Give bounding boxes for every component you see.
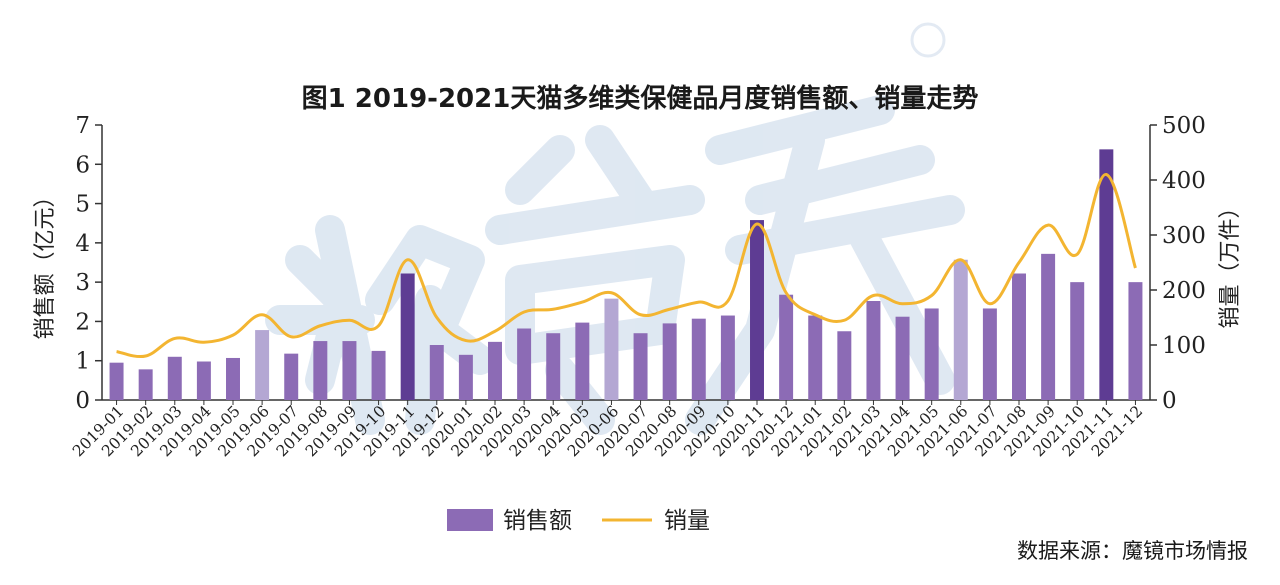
bar: [371, 350, 386, 400]
y2-tick-label: 100: [1162, 333, 1206, 359]
y2-tick-label: 500: [1162, 113, 1206, 139]
bar: [837, 331, 852, 400]
y2-tick-label: 300: [1162, 223, 1206, 249]
bar: [808, 315, 823, 400]
legend-swatch-bar: [447, 509, 493, 531]
bar: [1099, 149, 1114, 400]
legend-label-bar: 销售额: [503, 508, 572, 534]
bar: [400, 273, 415, 400]
y-tick-label: 5: [75, 192, 90, 218]
bar: [226, 357, 240, 400]
y-tick-label: 1: [75, 349, 90, 375]
bar: [517, 328, 532, 400]
bar: [546, 333, 561, 400]
bar: [429, 345, 444, 400]
bar: [488, 341, 502, 400]
bar: [604, 298, 619, 400]
bar: [750, 220, 764, 400]
bar: [575, 322, 590, 400]
bar: [924, 308, 939, 400]
bar: [342, 341, 357, 400]
bar: [196, 361, 211, 400]
bar: [167, 356, 182, 400]
bar: [953, 259, 968, 400]
y2-tick-label: 400: [1162, 168, 1206, 194]
bar: [284, 353, 299, 400]
y-axis-title: 销售额（亿元）: [33, 185, 58, 339]
bar: [1012, 273, 1026, 400]
bar: [458, 354, 473, 400]
bar: [895, 316, 910, 400]
legend-label-line: 销量: [664, 508, 710, 534]
y2-axis-title: 销量（万件）: [1218, 196, 1243, 328]
bar: [313, 341, 328, 400]
y2-tick-label: 200: [1162, 278, 1206, 304]
bar: [720, 315, 735, 400]
bar: [1070, 282, 1085, 400]
series-line-sales-volume: [116, 172, 1137, 359]
bar: [109, 362, 124, 400]
y-tick-label: 4: [75, 231, 90, 257]
bar: [255, 330, 270, 400]
chart-title: 图1 2019-2021天猫多维类保健品月度销售额、销量走势: [301, 84, 979, 114]
bar: [1128, 282, 1143, 400]
source-note: 数据来源：魔镜市场情报: [1017, 539, 1248, 563]
y2-tick-label: 0: [1162, 388, 1177, 414]
bar: [691, 318, 706, 400]
y-tick-label: 0: [75, 388, 90, 414]
bar: [866, 301, 881, 400]
y-tick-label: 2: [75, 309, 90, 335]
bar: [633, 333, 648, 400]
y-tick-label: 3: [75, 270, 90, 296]
bar: [1041, 253, 1056, 400]
bar: [138, 369, 153, 400]
y-tick-label: 7: [75, 113, 90, 139]
bar: [982, 308, 997, 400]
bar: [662, 323, 677, 400]
y-tick-label: 6: [75, 152, 90, 178]
bar: [779, 294, 794, 400]
